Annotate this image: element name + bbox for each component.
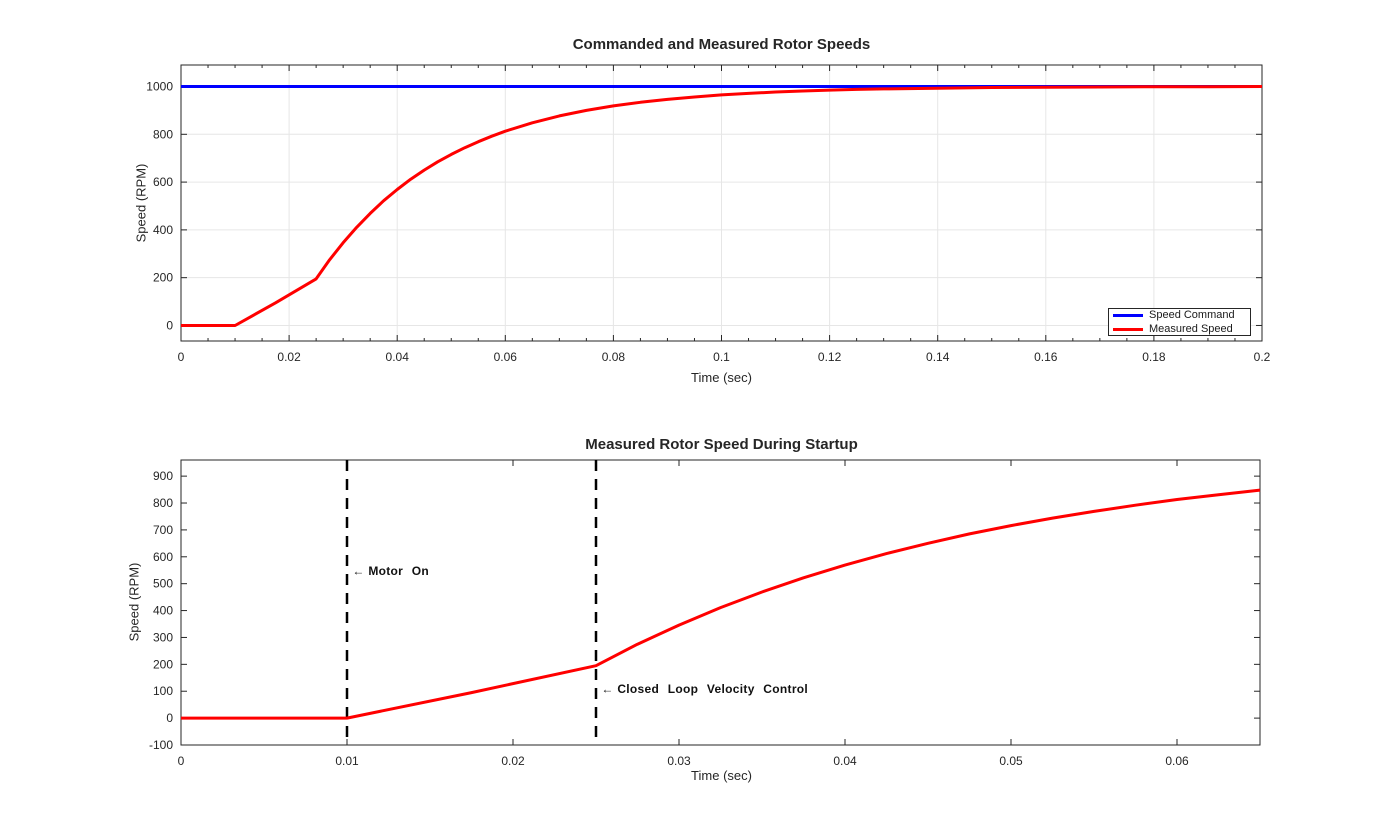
legend-line-swatch-blue	[1113, 313, 1143, 317]
y-tick-label: 400	[153, 604, 173, 618]
x-tick-label: 0.05	[999, 754, 1023, 768]
y-tick-label: 800	[153, 127, 173, 141]
top-chart-ylabel: Speed (RPM)	[133, 163, 149, 243]
series-line-measured-speed	[181, 85, 1263, 327]
legend-entry-measured-speed: Measured Speed	[1113, 323, 1246, 335]
y-tick-label: 0	[166, 318, 173, 332]
x-tick-label: 0.12	[818, 350, 842, 364]
y-tick-label: 600	[153, 550, 173, 564]
x-tick-label: 0.06	[494, 350, 518, 364]
x-tick-label: 0.02	[501, 754, 525, 768]
axes-box	[180, 459, 1261, 746]
legend: Speed Command Measured Speed	[1108, 308, 1251, 336]
annotation-text: Motor On	[368, 563, 430, 578]
annotation-motor-on: ← Motor On	[352, 564, 429, 578]
x-tick-label: 0.01	[335, 754, 359, 768]
x-tick-label: 0.16	[1034, 350, 1058, 364]
y-tick-label: 900	[153, 469, 173, 483]
legend-label: Measured Speed	[1149, 323, 1233, 335]
x-tick-label: 0.2	[1254, 350, 1271, 364]
x-tick-label: 0.04	[833, 754, 857, 768]
y-tick-label: 100	[153, 684, 173, 698]
annotation-closed-loop: ← Closed Loop Velocity Control	[601, 682, 808, 696]
annotation-text: Closed Loop Velocity Control	[617, 682, 809, 697]
y-tick-label: -100	[149, 738, 173, 752]
top-chart-title: Commanded and Measured Rotor Speeds	[572, 36, 871, 53]
x-tick-label: 0	[178, 754, 185, 768]
x-tick-label: 0.08	[602, 350, 626, 364]
bottom-chart-title: Measured Rotor Speed During Startup	[585, 436, 858, 453]
x-tick-label: 0.04	[386, 350, 410, 364]
x-tick-label: 0.03	[667, 754, 691, 768]
top-chart-xlabel: Time (sec)	[691, 370, 752, 385]
bottom-chart-ylabel: Speed (RPM)	[126, 562, 142, 642]
bottom-chart-xlabel: Time (sec)	[691, 768, 752, 783]
y-tick-label: 800	[153, 496, 173, 510]
x-tick-label: 0.02	[277, 350, 301, 364]
legend-label: Speed Command	[1149, 309, 1235, 321]
y-tick-label: 700	[153, 523, 173, 537]
x-tick-label: 0	[178, 350, 185, 364]
left-arrow-icon: ←	[601, 682, 614, 697]
legend-entry-speed-command: Speed Command	[1113, 309, 1246, 321]
x-tick-label: 0.1	[713, 350, 730, 364]
y-tick-label: 600	[153, 175, 173, 189]
left-arrow-icon: ←	[352, 563, 365, 578]
y-tick-label: 200	[153, 271, 173, 285]
x-tick-label: 0.14	[926, 350, 950, 364]
y-tick-label: 1000	[146, 80, 173, 94]
x-tick-label: 0.18	[1142, 350, 1166, 364]
y-tick-label: 400	[153, 223, 173, 237]
y-tick-label: 300	[153, 630, 173, 644]
y-tick-label: 200	[153, 657, 173, 671]
series-line-measured-speed	[181, 488, 1261, 720]
x-tick-label: 0.06	[1165, 754, 1189, 768]
legend-line-swatch-red	[1113, 327, 1143, 331]
y-tick-label: 0	[166, 711, 173, 725]
y-tick-label: 500	[153, 577, 173, 591]
